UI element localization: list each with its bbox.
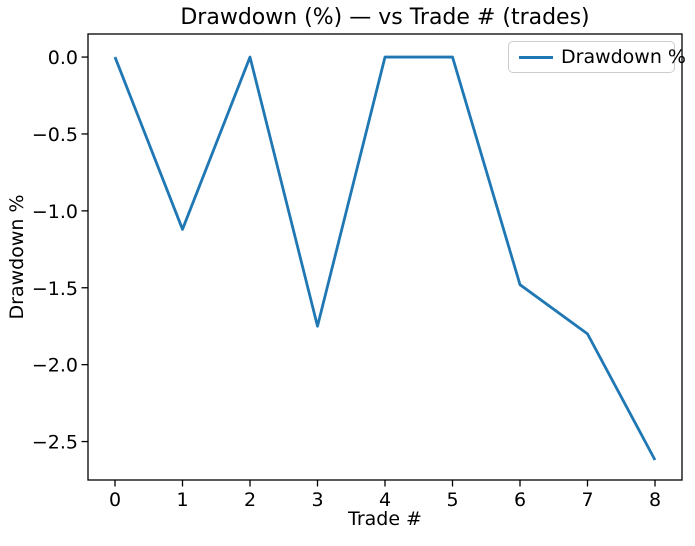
y-tick-label: −1.0 xyxy=(32,201,78,223)
series-line xyxy=(113,55,657,461)
y-tick-label: −0.5 xyxy=(32,124,78,146)
x-tick-label: 4 xyxy=(379,489,391,511)
x-axis-label: Trade # xyxy=(348,508,422,530)
x-tick-label: 3 xyxy=(311,489,323,511)
y-tick-label: −2.5 xyxy=(32,432,78,454)
x-tick-label: 1 xyxy=(176,489,188,511)
y-axis-label: Drawdown % xyxy=(6,194,28,320)
legend-label: Drawdown % xyxy=(561,46,686,68)
legend: Drawdown % xyxy=(508,41,686,73)
x-tick-label: 8 xyxy=(649,489,661,511)
y-tick-label: −1.5 xyxy=(32,278,78,300)
x-tick-label: 2 xyxy=(244,489,256,511)
chart-title: Drawdown (%) — vs Trade # (trades) xyxy=(180,5,590,30)
axes-frame xyxy=(87,33,683,481)
x-tick-label: 0 xyxy=(109,489,121,511)
y-tick-label: −2.0 xyxy=(32,355,78,377)
x-tick-label: 5 xyxy=(446,489,458,511)
y-tick-label: 0.0 xyxy=(48,47,78,69)
legend-line-sample xyxy=(519,55,553,59)
x-tick-label: 7 xyxy=(581,489,593,511)
x-tick-label: 6 xyxy=(514,489,526,511)
